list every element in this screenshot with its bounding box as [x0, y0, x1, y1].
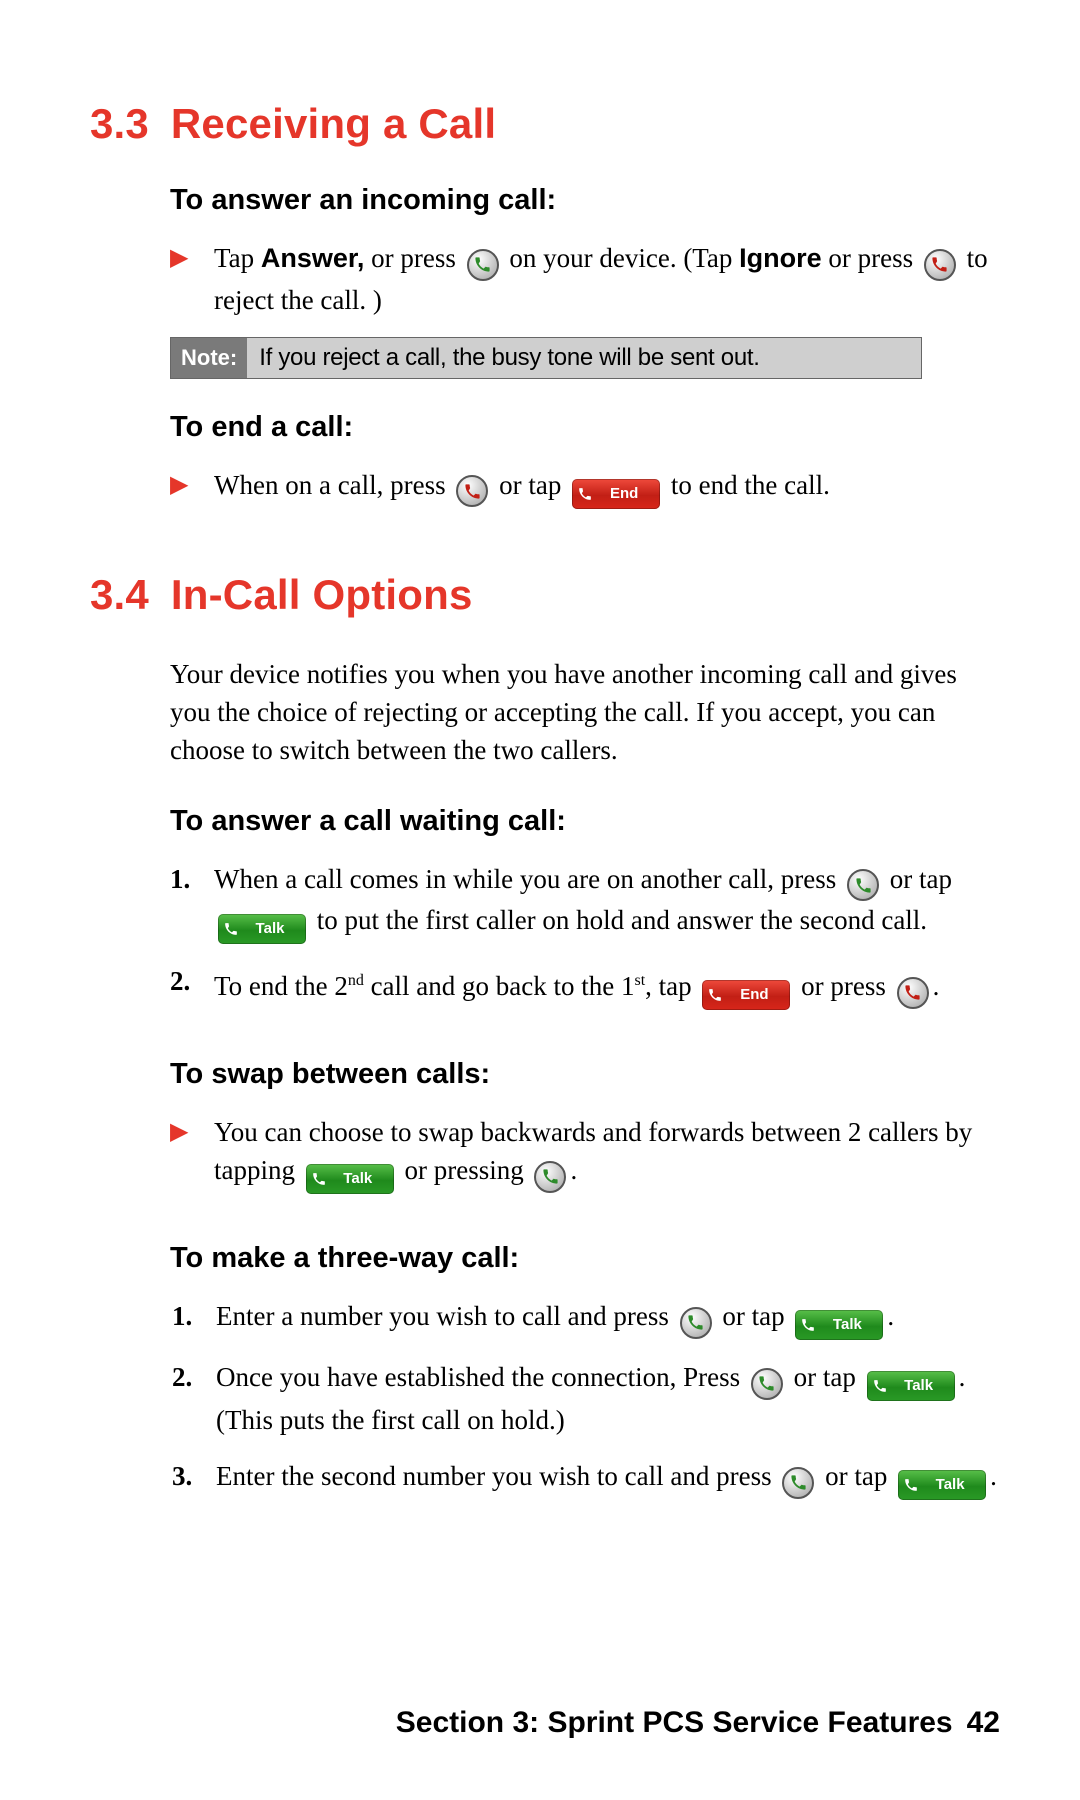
phone-red-icon: [924, 249, 956, 281]
phone-green-icon: [467, 249, 499, 281]
text: to end the call.: [671, 470, 830, 500]
text: or tap: [722, 1301, 784, 1331]
subheading-answer-incoming: To answer an incoming call:: [170, 184, 1000, 217]
end-button: End: [702, 980, 790, 1010]
superscript: nd: [348, 972, 364, 989]
text: Enter a number you wish to call and pres…: [216, 1301, 669, 1331]
subheading-call-waiting: To answer a call waiting call:: [170, 805, 1000, 838]
step-text: To end the 2nd call and go back to the 1…: [214, 962, 939, 1010]
text: or press: [371, 243, 456, 273]
step-text: Tap Answer, or press on your device. (Ta…: [214, 239, 1000, 319]
text: to put the first caller on hold and answ…: [317, 905, 927, 935]
phone-red-icon: [897, 977, 929, 1009]
button-label: End: [598, 475, 650, 513]
text: or tap: [794, 1362, 856, 1392]
section-33-content: To answer an incoming call: ▶ Tap Answer…: [170, 184, 1000, 509]
step-number: 2.: [170, 962, 214, 1000]
note-label: Note:: [171, 338, 247, 378]
subheading-end-call: To end a call:: [170, 411, 1000, 444]
text: To end the 2: [214, 971, 348, 1001]
step-3w-3: 3. Enter the second number you wish to c…: [172, 1457, 1000, 1500]
talk-button: Talk: [898, 1470, 986, 1500]
text: Enter the second number you wish to call…: [216, 1461, 772, 1491]
talk-button: Talk: [867, 1371, 955, 1401]
section-heading-33: 3.3 Receiving a Call: [90, 100, 1000, 148]
text: call and go back to the 1: [371, 971, 635, 1001]
step-end-call: ▶ When on a call, press or tap End to en…: [170, 466, 1000, 509]
phone-green-icon: [751, 1368, 783, 1400]
text: Tap: [214, 243, 254, 273]
step-answer: ▶ Tap Answer, or press on your device. (…: [170, 239, 1000, 319]
subheading-three-way: To make a three-way call:: [170, 1242, 1000, 1275]
phone-green-icon: [680, 1307, 712, 1339]
footer-section-title: Section 3: Sprint PCS Service Features: [396, 1706, 953, 1740]
talk-button: Talk: [306, 1164, 394, 1194]
section-34-content: Your device notifies you when you have a…: [170, 655, 1000, 1501]
section-title: In-Call Options: [171, 571, 473, 618]
section-number: 3.3: [90, 100, 149, 147]
step-text: When a call comes in while you are on an…: [214, 860, 1000, 945]
step-text: Enter a number you wish to call and pres…: [216, 1297, 894, 1340]
text: or tap: [825, 1461, 887, 1491]
step-text: You can choose to swap backwards and for…: [214, 1113, 1000, 1194]
text: or press: [801, 971, 886, 1001]
step-text: Once you have established the connection…: [216, 1358, 1000, 1439]
talk-button: Talk: [795, 1310, 883, 1340]
end-button: End: [572, 479, 660, 509]
manual-page: 3.3 Receiving a Call To answer an incomi…: [0, 0, 1080, 1800]
ignore-label: Ignore: [739, 243, 822, 273]
intro-paragraph: Your device notifies you when you have a…: [170, 655, 1000, 769]
text: , tap: [645, 971, 692, 1001]
step-number: 1.: [172, 1297, 216, 1335]
button-label: End: [728, 976, 780, 1014]
step-number: 1.: [170, 860, 214, 898]
section-number: 3.4: [90, 571, 149, 618]
step-text: Enter the second number you wish to call…: [216, 1457, 997, 1500]
text: or tap: [890, 864, 952, 894]
bullet-triangle-icon: ▶: [170, 242, 214, 274]
answer-label: Answer,: [261, 243, 365, 273]
button-label: Talk: [821, 1306, 873, 1344]
text: Once you have established the connection…: [216, 1362, 740, 1392]
page-footer: Section 3: Sprint PCS Service Features 4…: [90, 1706, 1000, 1740]
text: or press: [828, 243, 913, 273]
text: When on a call, press: [214, 470, 446, 500]
note-box: Note: If you reject a call, the busy ton…: [170, 337, 922, 379]
phone-green-icon: [847, 869, 879, 901]
step-text: When on a call, press or tap End to end …: [214, 466, 840, 509]
subheading-swap: To swap between calls:: [170, 1058, 1000, 1091]
note-text: If you reject a call, the busy tone will…: [247, 338, 771, 378]
step-swap: ▶ You can choose to swap backwards and f…: [170, 1113, 1000, 1194]
page-number: 42: [967, 1706, 1000, 1740]
text: When a call comes in while you are on an…: [214, 864, 836, 894]
text: on your device. (Tap: [509, 243, 732, 273]
button-label: Talk: [924, 1466, 976, 1504]
text: or tap: [499, 470, 561, 500]
section-heading-34: 3.4 In-Call Options: [90, 571, 1000, 619]
button-label: Talk: [244, 910, 296, 948]
step-number: 2.: [172, 1358, 216, 1396]
phone-green-icon: [782, 1467, 814, 1499]
phone-red-icon: [456, 475, 488, 507]
step-cw-2: 2. To end the 2nd call and go back to th…: [170, 962, 1000, 1010]
button-label: Talk: [893, 1367, 945, 1405]
talk-button: Talk: [218, 914, 306, 944]
step-3w-1: 1. Enter a number you wish to call and p…: [172, 1297, 1000, 1340]
bullet-triangle-icon: ▶: [170, 469, 214, 501]
bullet-triangle-icon: ▶: [170, 1116, 214, 1148]
text: or pressing: [405, 1155, 524, 1185]
step-cw-1: 1. When a call comes in while you are on…: [170, 860, 1000, 945]
section-title: Receiving a Call: [171, 100, 496, 147]
button-label: Talk: [332, 1160, 384, 1198]
superscript: st: [635, 972, 646, 989]
step-3w-2: 2. Once you have established the connect…: [172, 1358, 1000, 1439]
step-number: 3.: [172, 1457, 216, 1495]
phone-green-icon: [534, 1161, 566, 1193]
